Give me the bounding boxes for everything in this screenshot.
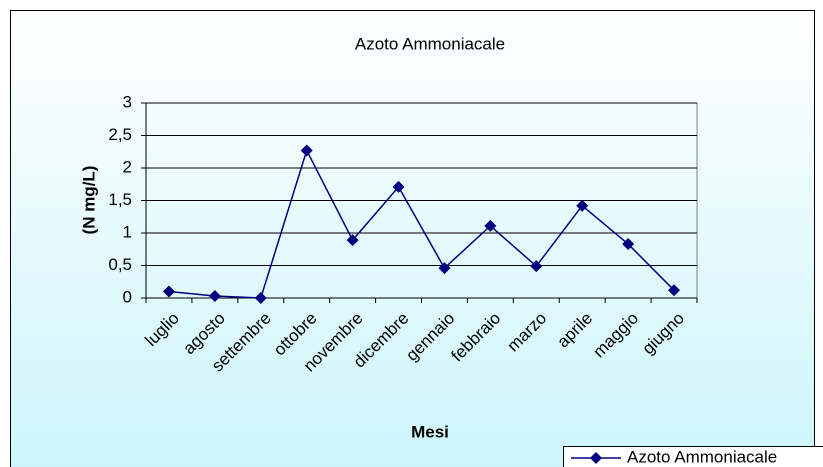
y-tick-label: 0 [123,287,132,306]
marker [392,180,405,193]
marker [576,199,589,212]
marker [484,219,497,232]
marker [300,144,313,157]
chart-title: Azoto Ammoniacale [355,34,505,53]
marker [438,262,451,275]
chart-area [10,10,815,467]
marker [162,285,175,298]
marker [530,260,543,273]
marker [346,234,359,247]
y-tick-label: 0,5 [108,255,132,274]
y-tick-label: 3 [123,92,132,111]
marker [254,292,267,304]
legend-label: Azoto Ammoniacale [627,447,777,466]
y-tick-label: 1,5 [108,190,132,209]
y-axis-label: (N mg/L) [79,166,98,235]
marker [668,284,681,297]
marker [622,238,635,251]
y-tick-label: 2 [123,157,132,176]
y-tick-label: 1 [123,222,132,241]
marker [208,290,221,303]
series-line [168,148,675,299]
y-tick-label: 2,5 [108,125,132,144]
x-axis-label: Mesi [411,422,449,441]
legend-marker [590,452,602,464]
legend [563,446,823,467]
